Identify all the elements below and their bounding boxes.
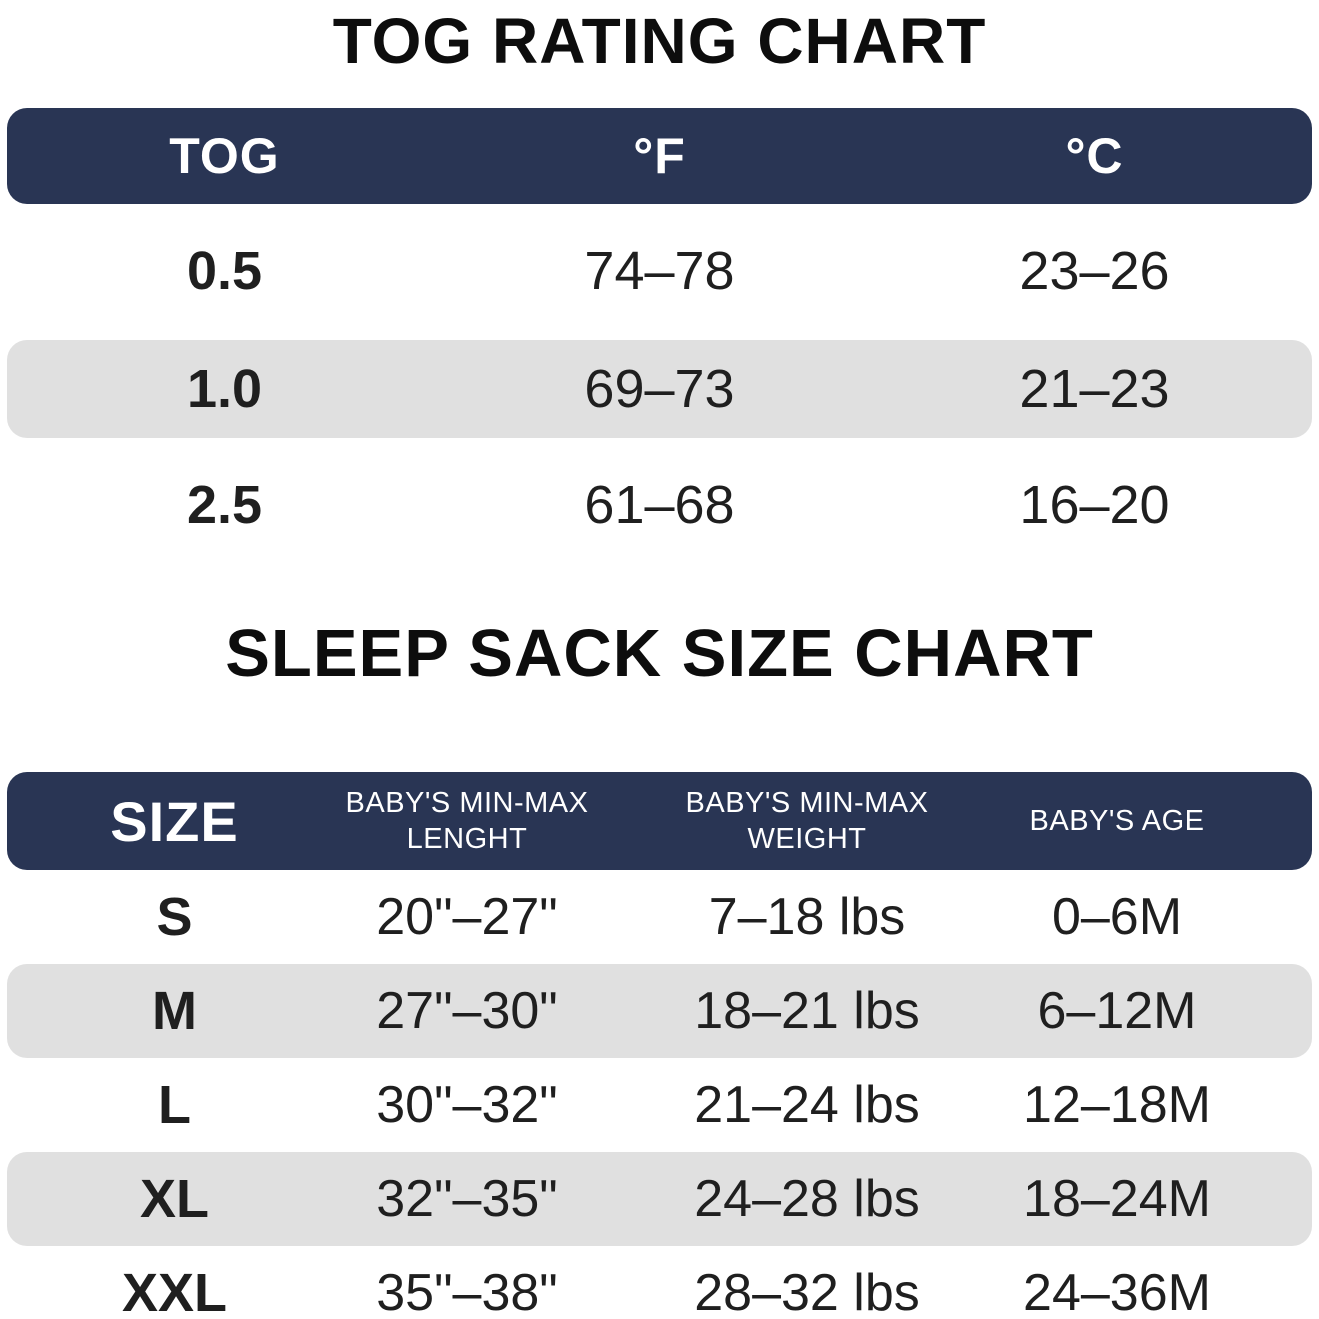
weight-range: 21–24 lbs: [694, 1076, 920, 1134]
fahrenheit-range: 61–68: [584, 475, 735, 535]
weight-range: 28–32 lbs: [694, 1264, 920, 1319]
age-range: 18–24M: [1023, 1170, 1211, 1228]
table-row: M 27"–30" 18–21 lbs 6–12M: [7, 964, 1312, 1058]
table-row: 0.5 74–78 23–26: [7, 221, 1312, 321]
fahrenheit-range: 69–73: [584, 359, 735, 419]
table-row: L 30"–32" 21–24 lbs 12–18M: [7, 1058, 1312, 1152]
size-value: XXL: [121, 1263, 228, 1319]
celsius-range: 21–23: [1019, 359, 1170, 419]
tog-value: 0.5: [186, 241, 263, 301]
size-value: S: [156, 887, 193, 947]
tog-value: 1.0: [186, 359, 263, 419]
size-chart-title: SLEEP SACK SIZE CHART: [225, 616, 1094, 691]
fahrenheit-column-header: °F: [633, 128, 686, 184]
table-row: XXL 35"–38" 28–32 lbs 24–36M: [7, 1246, 1312, 1319]
length-range: 32"–35": [376, 1170, 558, 1228]
size-value: L: [158, 1075, 191, 1135]
weight-column-header-line2: WEIGHT: [747, 823, 867, 855]
table-row: XL 32"–35" 24–28 lbs 18–24M: [7, 1152, 1312, 1246]
age-range: 24–36M: [1023, 1264, 1211, 1319]
tog-table-header-row: TOG °F °C: [7, 108, 1312, 204]
size-value: XL: [139, 1169, 209, 1229]
length-column-header: BABY'S MIN-MAX LENGHT: [342, 785, 592, 857]
age-range: 6–12M: [1037, 982, 1197, 1040]
weight-range: 24–28 lbs: [694, 1170, 920, 1228]
celsius-range: 23–26: [1019, 241, 1170, 301]
age-range: 0–6M: [1051, 888, 1183, 946]
table-row: 1.0 69–73 21–23: [7, 340, 1312, 438]
age-range: 12–18M: [1023, 1076, 1211, 1134]
weight-column-header-line1: BABY'S MIN-MAX: [685, 787, 929, 819]
celsius-column-header: °C: [1065, 128, 1124, 184]
size-value: M: [152, 981, 197, 1041]
table-row: S 20"–27" 7–18 lbs 0–6M: [7, 870, 1312, 964]
size-column-header: SIZE: [110, 789, 239, 853]
table-row: 2.5 61–68 16–20: [7, 455, 1312, 555]
size-table-header-row: SIZE BABY'S MIN-MAX LENGHT BABY'S MIN-MA…: [7, 772, 1312, 870]
fahrenheit-range: 74–78: [584, 241, 735, 301]
length-column-header-line1: BABY'S MIN-MAX: [345, 787, 589, 819]
weight-range: 18–21 lbs: [694, 982, 920, 1040]
length-range: 30"–32": [376, 1076, 558, 1134]
length-range: 35"–38": [376, 1264, 558, 1319]
length-range: 27"–30": [376, 982, 558, 1040]
celsius-range: 16–20: [1019, 475, 1170, 535]
weight-column-header: BABY'S MIN-MAX WEIGHT: [592, 785, 1022, 857]
tog-chart-title: TOG RATING CHART: [332, 5, 987, 77]
length-column-header-line2: LENGHT: [406, 823, 528, 855]
age-column-header: BABY'S AGE: [1029, 804, 1205, 837]
tog-column-header: TOG: [169, 128, 280, 184]
tog-value: 2.5: [186, 475, 263, 535]
weight-range: 7–18 lbs: [708, 888, 906, 946]
length-range: 20"–27": [376, 888, 558, 946]
